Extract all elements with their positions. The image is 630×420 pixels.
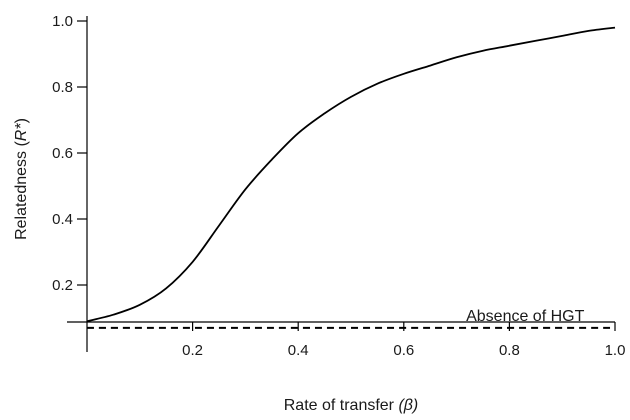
y-axis-title-symbol: R*: [13, 123, 30, 142]
x-ticks: 0.2 0.4 0.6 0.8 1.0: [182, 322, 625, 359]
x-axis-title-symbol: (β): [398, 397, 418, 414]
x-tick-label: 0.4: [288, 342, 309, 359]
series-layer: [86, 26, 616, 329]
annotation-absence-of-hgt: Absence of HGT: [466, 308, 585, 325]
series-line-relatedness: [86, 26, 616, 323]
x-tick-label: 0.8: [499, 342, 520, 359]
y-tick-label: 0.8: [52, 79, 73, 96]
y-axis-title-close: ): [13, 118, 30, 123]
y-tick-label: 1.0: [52, 13, 73, 30]
x-axis-title: Rate of transfer (β): [284, 397, 419, 414]
y-tick-label: 0.2: [52, 277, 73, 294]
x-tick-label: 0.2: [182, 342, 203, 359]
y-axis-title: Relatedness (R*): [13, 118, 30, 240]
y-ticks: 0.2 0.4 0.6 0.8 1.0: [52, 13, 87, 294]
y-tick-label: 0.6: [52, 145, 73, 162]
x-tick-label: 0.6: [393, 342, 414, 359]
y-axis-title-main: Relatedness (: [13, 141, 30, 240]
y-tick-label: 0.4: [52, 211, 73, 228]
x-axis-title-main: Rate of transfer: [284, 397, 399, 414]
x-tick-label: 1.0: [605, 342, 626, 359]
